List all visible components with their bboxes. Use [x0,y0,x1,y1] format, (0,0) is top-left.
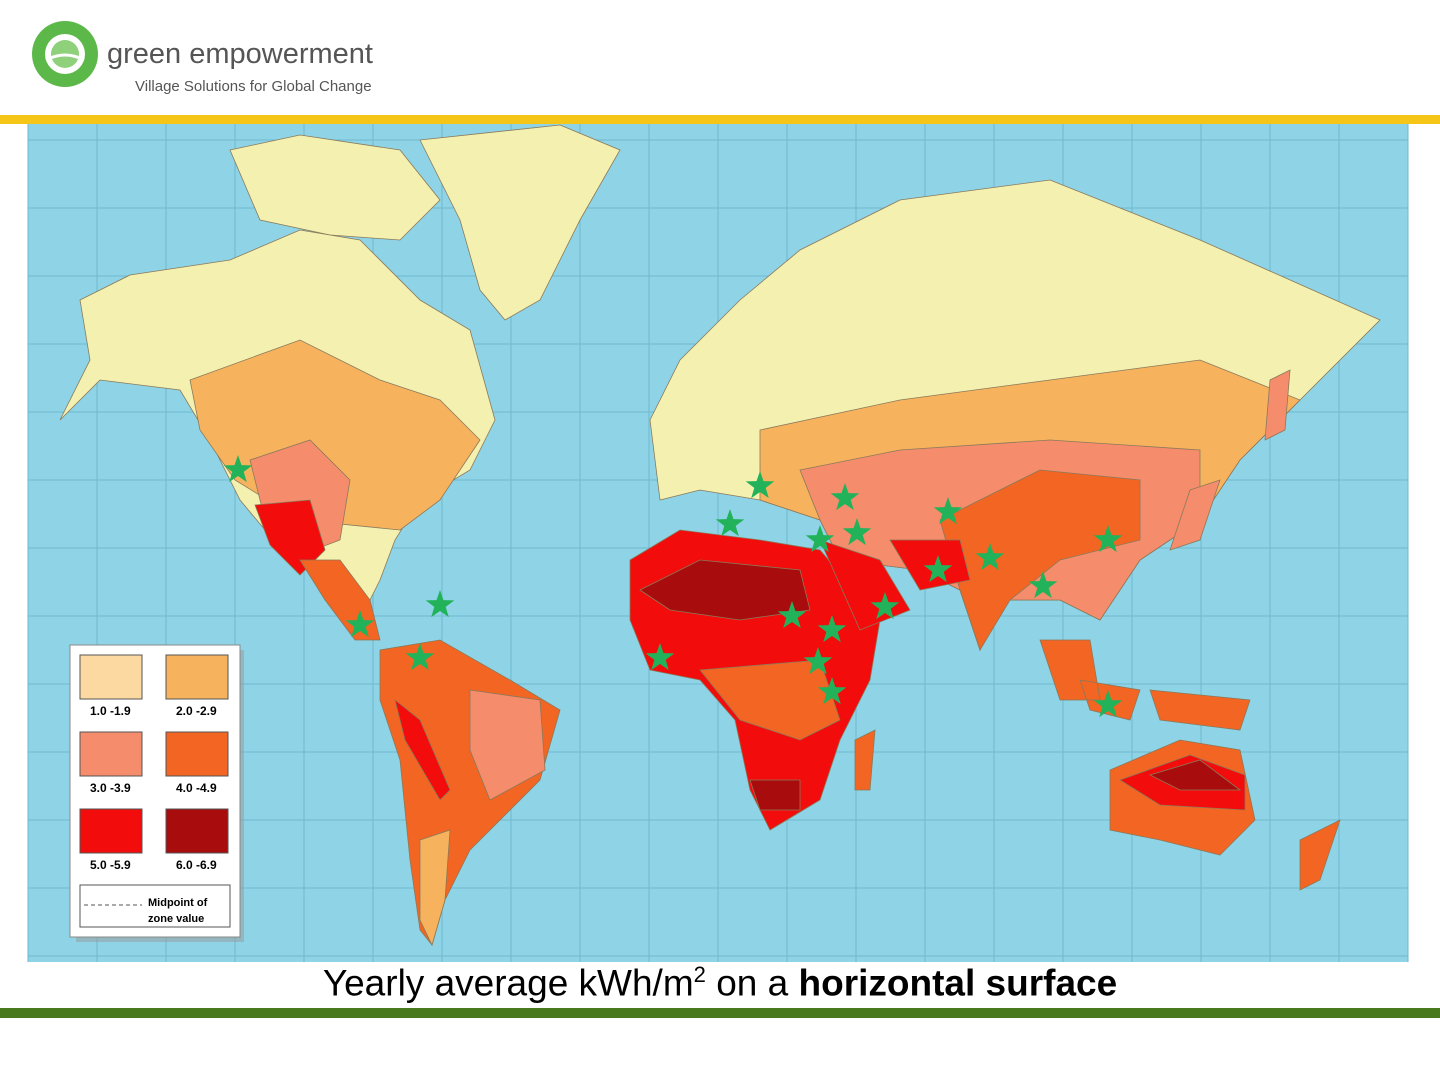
star-marker [870,592,900,620]
caption-sup: 2 [693,962,706,987]
star-marker [405,643,435,671]
star-marker [803,647,833,675]
legend-swatch [79,731,143,777]
star-marker [923,555,953,583]
top-rule [0,115,1440,124]
star-marker [1093,525,1123,553]
star-marker [1028,571,1058,599]
legend-label: 5.0 -5.9 [90,858,131,872]
star-marker [645,643,675,671]
legend-swatch [79,808,143,854]
star-marker [842,518,872,546]
legend-swatch [79,654,143,700]
bottom-rule [0,1008,1440,1018]
star-marker [805,525,835,553]
star-marker [975,543,1005,571]
star-marker [715,509,745,537]
legend-label: 2.0 -2.9 [176,704,217,718]
legend-note: zone value [148,913,204,925]
star-marker [425,590,455,618]
caption: Yearly average kWh/m2 on a horizontal su… [0,962,1440,1004]
star-marker [817,615,847,643]
brand-tagline: Village Solutions for Global Change [135,78,372,95]
legend-swatch [165,808,229,854]
star-marker [345,610,375,638]
legend-label: 6.0 -6.9 [176,858,217,872]
legend: 1.0 -1.9 2.0 -2.9 3.0 -3.9 4.0 -4.9 5.0 -5.9… [69,644,244,942]
legend-swatch [165,654,229,700]
legend-label: 3.0 -3.9 [90,781,131,795]
land [59,124,1381,947]
star-marker [933,497,963,525]
caption-bold: horizontal surface [798,962,1118,1004]
site-markers [223,455,1123,718]
star-marker [830,483,860,511]
star-marker [777,601,807,629]
star-marker [817,677,847,705]
legend-label: 4.0 -4.9 [176,781,217,795]
legend-note: Midpoint of [148,897,208,909]
caption-text: Yearly average kWh/m [322,962,694,1004]
brand-name: green empowerment [107,38,373,70]
logo [32,21,98,87]
star-marker [745,471,775,499]
star-marker [1093,690,1123,718]
caption-text: on a [705,962,799,1004]
star-marker [223,455,253,483]
legend-swatch [165,731,229,777]
legend-label: 1.0 -1.9 [90,704,131,718]
